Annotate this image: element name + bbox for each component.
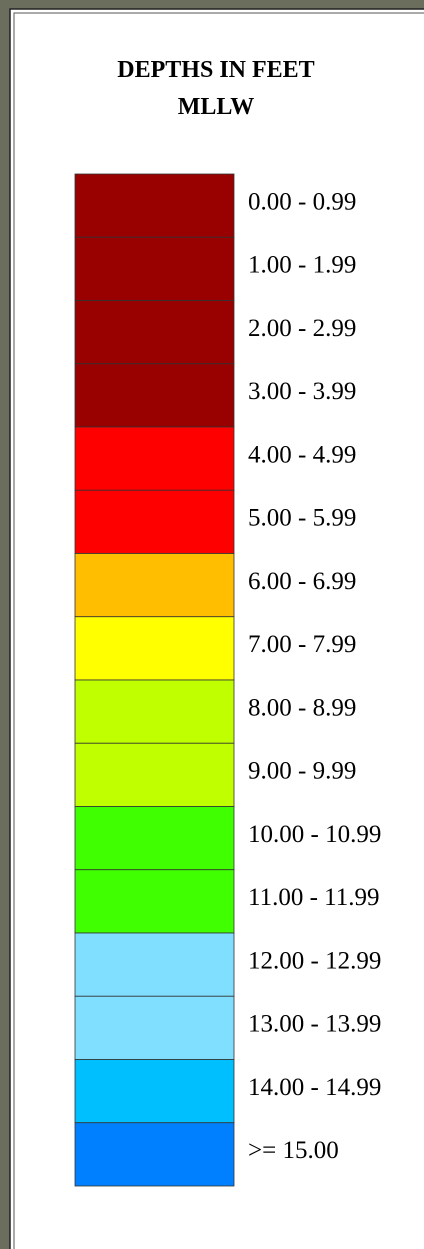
legend-subtitle: MLLW [178, 94, 254, 120]
legend-swatch [75, 554, 234, 617]
legend-swatch [75, 490, 234, 553]
legend-swatch [75, 933, 234, 996]
legend-swatch [75, 1123, 234, 1186]
legend-label: 0.00 - 0.99 [248, 188, 356, 215]
map-legend: DEPTHS IN FEET MLLW 0.00 - 0.99 1.00 - 1.… [0, 0, 424, 1249]
legend-label: 4.00 - 4.99 [248, 441, 356, 468]
legend-swatch [75, 364, 234, 427]
legend-swatch [75, 174, 234, 237]
legend-swatch [75, 743, 234, 806]
legend-title: DEPTHS IN FEET [117, 57, 314, 83]
legend-label: 5.00 - 5.99 [248, 505, 356, 532]
legend-swatch [75, 237, 234, 300]
legend-label: 3.00 - 3.99 [248, 378, 356, 405]
legend-swatch [75, 680, 234, 743]
legend-swatch [75, 427, 234, 490]
legend-label: 7.00 - 7.99 [248, 631, 356, 658]
legend-swatch [75, 301, 234, 364]
legend-label: 13.00 - 13.99 [248, 1011, 381, 1038]
legend-label: 1.00 - 1.99 [248, 252, 356, 279]
legend-label: 6.00 - 6.99 [248, 568, 356, 595]
legend-swatch [75, 870, 234, 933]
legend-swatch [75, 996, 234, 1059]
legend-swatch [75, 807, 234, 870]
legend-label: 10.00 - 10.99 [248, 821, 381, 848]
legend-label: 14.00 - 14.99 [248, 1074, 381, 1101]
legend-label: >= 15.00 [248, 1137, 339, 1164]
legend-swatch [75, 1060, 234, 1123]
legend-label: 8.00 - 8.99 [248, 694, 356, 721]
legend-label: 12.00 - 12.99 [248, 947, 381, 974]
legend-label: 2.00 - 2.99 [248, 315, 356, 342]
legend-label: 11.00 - 11.99 [248, 884, 379, 911]
legend-swatch [75, 617, 234, 680]
legend-label: 9.00 - 9.99 [248, 758, 356, 785]
